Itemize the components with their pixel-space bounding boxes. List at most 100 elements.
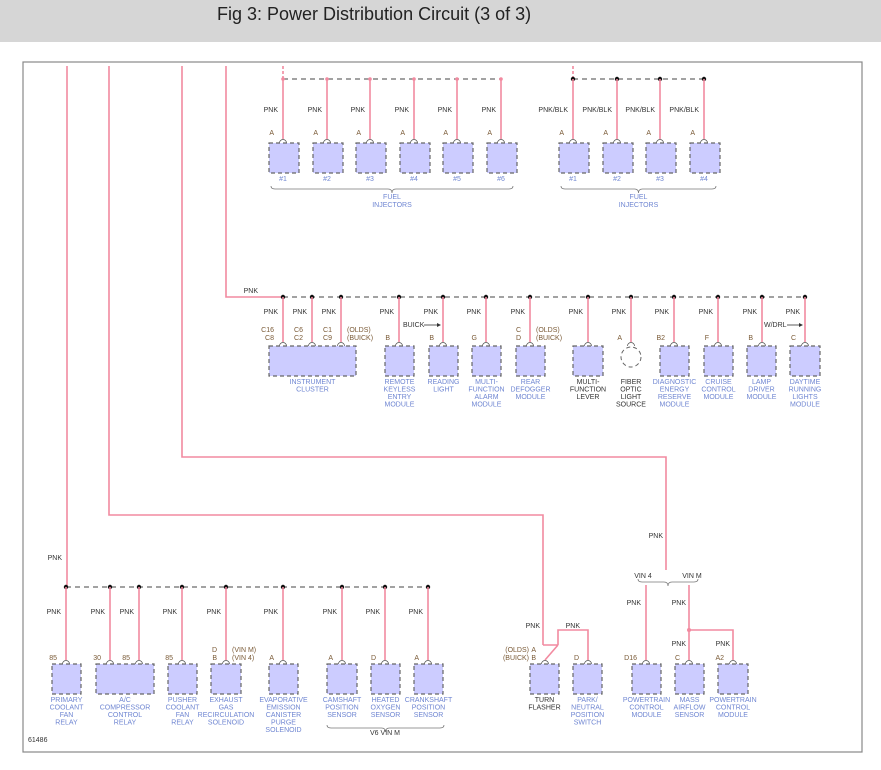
injector-number[interactable]: #1 bbox=[569, 176, 577, 183]
component-name[interactable]: MODULE bbox=[747, 394, 777, 401]
injector-number[interactable]: #5 bbox=[453, 176, 461, 183]
component-name[interactable]: RECIRCULATION bbox=[198, 712, 255, 719]
component-name[interactable]: READING bbox=[428, 379, 460, 386]
component-name[interactable]: DEFOGGER bbox=[510, 387, 550, 394]
component-name[interactable]: DAYTIME bbox=[790, 379, 821, 386]
component-name[interactable]: RELAY bbox=[55, 720, 78, 727]
injector-number[interactable]: #2 bbox=[323, 176, 331, 183]
component-name[interactable]: POSITION bbox=[325, 705, 358, 712]
group-label[interactable]: INJECTORS bbox=[619, 202, 659, 209]
component-name[interactable]: ALARM bbox=[474, 394, 498, 401]
component-name[interactable]: ENERGY bbox=[660, 387, 690, 394]
component-name[interactable]: SENSOR bbox=[675, 712, 705, 719]
injector-number[interactable]: #3 bbox=[656, 176, 664, 183]
component-name[interactable]: DIAGNOSTIC bbox=[653, 379, 697, 386]
component-name[interactable]: A/C bbox=[119, 697, 131, 704]
pin-label: A bbox=[356, 130, 361, 137]
component-name[interactable]: SOLENOID bbox=[265, 727, 301, 734]
component-name[interactable]: INSTRUMENT bbox=[290, 379, 337, 386]
injector-number[interactable]: #4 bbox=[700, 176, 708, 183]
component-name[interactable]: MODULE bbox=[660, 402, 690, 409]
component-name[interactable]: HEATED bbox=[372, 697, 400, 704]
component-name[interactable]: KEYLESS bbox=[384, 387, 416, 394]
component-name[interactable]: MODULE bbox=[718, 712, 748, 719]
pin-label: C1 bbox=[323, 327, 332, 334]
injector-number[interactable]: #6 bbox=[497, 176, 505, 183]
component-name[interactable]: NEUTRAL bbox=[571, 705, 604, 712]
wire-color-label: PNK bbox=[566, 623, 581, 630]
component-name[interactable]: EVAPORATIVE bbox=[259, 697, 308, 704]
component-name[interactable]: RELAY bbox=[171, 720, 194, 727]
group-label[interactable]: FUEL bbox=[383, 194, 401, 201]
group-label[interactable]: FUEL bbox=[630, 194, 648, 201]
component-name[interactable]: MASS bbox=[680, 697, 700, 704]
component-name[interactable]: SENSOR bbox=[327, 712, 357, 719]
component-name[interactable]: ENTRY bbox=[388, 394, 412, 401]
component-name[interactable]: CONTROL bbox=[629, 705, 663, 712]
variant-note: (VIN M) bbox=[232, 647, 256, 654]
component-name[interactable]: FUNCTION bbox=[468, 387, 504, 394]
component-name[interactable]: RELAY bbox=[114, 720, 137, 727]
component-name[interactable]: FAN bbox=[60, 712, 74, 719]
component-name[interactable]: CONTROL bbox=[108, 712, 142, 719]
component-name[interactable]: COMPRESSOR bbox=[100, 705, 151, 712]
component-name[interactable]: SENSOR bbox=[414, 712, 444, 719]
component-name[interactable]: POWERTRAIN bbox=[709, 697, 756, 704]
component-name[interactable]: CAMSHAFT bbox=[323, 697, 362, 704]
component-name[interactable]: COOLANT bbox=[50, 705, 85, 712]
component-name[interactable]: MODULE bbox=[385, 402, 415, 409]
variant-label: VIN M bbox=[682, 573, 702, 580]
component-name[interactable]: PRIMARY bbox=[51, 697, 83, 704]
injector-number[interactable]: #3 bbox=[366, 176, 374, 183]
connector-pin-icon bbox=[395, 342, 403, 347]
pin-label: B2 bbox=[656, 335, 665, 342]
component-name[interactable]: SENSOR bbox=[371, 712, 401, 719]
component-name[interactable]: LIGHTS bbox=[792, 394, 818, 401]
component-name[interactable]: POWERTRAIN bbox=[623, 697, 670, 704]
component-name[interactable]: MODULE bbox=[790, 402, 820, 409]
component-name[interactable]: CONTROL bbox=[716, 705, 750, 712]
group-label[interactable]: INJECTORS bbox=[372, 202, 412, 209]
component-name[interactable]: PUSHER bbox=[168, 697, 197, 704]
component-name[interactable]: EMISSION bbox=[266, 705, 300, 712]
component-name[interactable]: MODULE bbox=[704, 394, 734, 401]
component-name[interactable]: LIGHT bbox=[433, 387, 454, 394]
component-name[interactable]: SOLENOID bbox=[208, 720, 244, 727]
component-name[interactable]: LAMP bbox=[752, 379, 771, 386]
figure-title: Fig 3: Power Distribution Circuit (3 of … bbox=[217, 4, 532, 24]
component-name[interactable]: MODULE bbox=[472, 402, 502, 409]
component-name[interactable]: MODULE bbox=[516, 394, 546, 401]
component-box bbox=[442, 142, 474, 174]
component-name[interactable]: EXHAUST bbox=[209, 697, 243, 704]
component-name[interactable]: REMOTE bbox=[385, 379, 415, 386]
component-name[interactable]: CANISTER bbox=[266, 712, 301, 719]
component-name[interactable]: COOLANT bbox=[166, 705, 201, 712]
component-name[interactable]: CRUISE bbox=[705, 379, 732, 386]
component-name[interactable]: RUNNING bbox=[789, 387, 822, 394]
component-name[interactable]: CLUSTER bbox=[296, 387, 329, 394]
injector-number[interactable]: #1 bbox=[279, 176, 287, 183]
component-name[interactable]: SWITCH bbox=[574, 720, 602, 727]
injector-number[interactable]: #2 bbox=[613, 176, 621, 183]
component-name[interactable]: OXYGEN bbox=[371, 705, 401, 712]
component-name[interactable]: RESERVE bbox=[658, 394, 692, 401]
component-name[interactable]: CONTROL bbox=[701, 387, 735, 394]
component-name[interactable]: DRIVER bbox=[748, 387, 774, 394]
component-name[interactable]: POSITION bbox=[412, 705, 445, 712]
component-name[interactable]: MULTI- bbox=[475, 379, 498, 386]
connector-pin-icon bbox=[541, 660, 549, 665]
component-name[interactable]: CRANKSHAFT bbox=[405, 697, 453, 704]
wire-color-label: PNK/BLK bbox=[669, 107, 699, 114]
injector-number[interactable]: #4 bbox=[410, 176, 418, 183]
wire-color-label: PNK bbox=[322, 309, 337, 316]
component-name[interactable]: POSITION bbox=[571, 712, 604, 719]
component-name[interactable]: MODULE bbox=[632, 712, 662, 719]
component-name[interactable]: FAN bbox=[176, 712, 190, 719]
component-name[interactable]: GAS bbox=[219, 705, 234, 712]
component-name[interactable]: PARK/ bbox=[577, 697, 598, 704]
component-name[interactable]: REAR bbox=[521, 379, 540, 386]
component-name[interactable]: AIRFLOW bbox=[674, 705, 706, 712]
component-name[interactable]: PURGE bbox=[271, 720, 296, 727]
pin-label: D bbox=[371, 655, 376, 662]
